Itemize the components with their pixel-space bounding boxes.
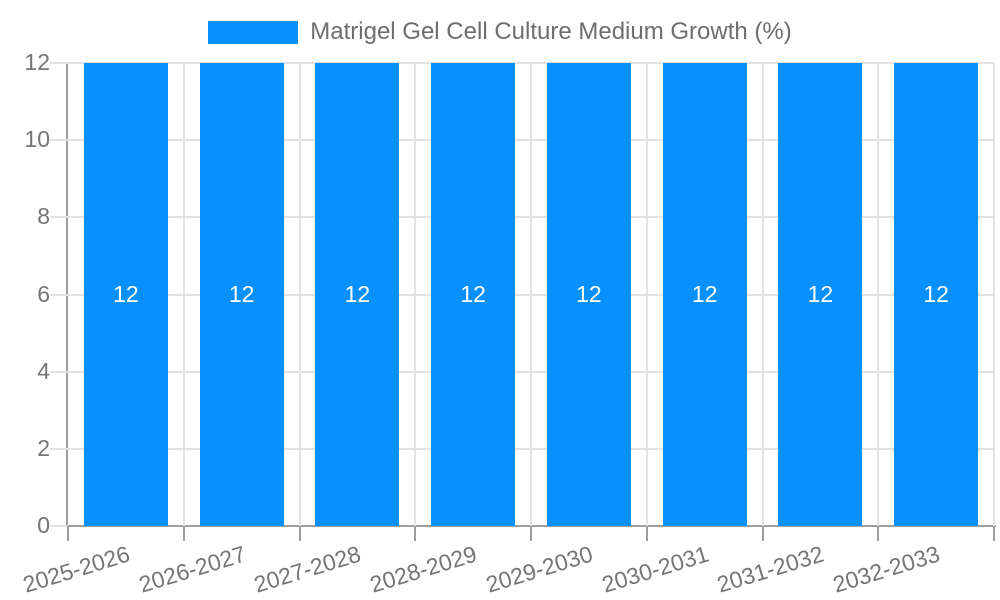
bar-value-label: 12 [460,280,486,307]
y-axis-tick [50,216,68,219]
bar-value-label: 12 [807,280,834,307]
x-gridline [761,63,764,526]
x-gridline [645,63,648,526]
x-gridline [298,63,301,526]
bar[interactable]: 12 [662,63,747,526]
x-gridline [182,63,185,526]
bar-value-label: 12 [576,280,602,307]
y-axis-tick-label: 8 [37,203,50,230]
y-axis-tick [50,139,68,142]
x-axis-tick-label: 2031-2032 [714,540,828,598]
bar[interactable]: 12 [315,63,400,526]
x-axis-tick [645,526,648,541]
bar-value-label: 12 [923,280,949,307]
x-gridline [877,63,880,526]
bar[interactable]: 12 [546,63,631,526]
x-axis-tick [67,526,69,541]
x-gridline [414,63,417,526]
y-axis-tick-label: 10 [24,126,50,153]
bar-value-label: 12 [113,280,139,307]
plot-area: 12 12 12 12 12 12 12 12 [68,62,995,526]
x-axis-tick-label: 2025-2026 [19,540,133,598]
bar[interactable]: 12 [431,63,516,526]
y-axis-tick [50,525,68,527]
x-gridline [993,63,995,526]
legend-label: Matrigel Gel Cell Culture Medium Growth … [310,18,792,45]
legend: Matrigel Gel Cell Culture Medium Growth … [0,18,1000,46]
x-axis-tick [182,526,185,541]
legend-swatch-icon [208,20,299,44]
bar[interactable]: 12 [199,63,284,526]
x-axis-tick [993,526,995,541]
y-axis-tick-label: 4 [37,357,50,384]
y-axis-tick-label: 0 [37,512,50,538]
bar[interactable]: 12 [778,63,863,526]
legend-item[interactable]: Matrigel Gel Cell Culture Medium Growth … [208,18,792,46]
x-axis-tick [298,526,301,541]
x-axis-tick-label: 2027-2028 [251,540,365,598]
x-axis-tick [877,526,880,541]
y-axis-tick-label: 12 [24,49,50,75]
bar[interactable]: 12 [83,63,168,526]
x-axis-tick-label: 2029-2030 [482,540,596,598]
y-axis-tick-label: 2 [37,434,50,461]
bar-value-label: 12 [228,280,255,307]
x-axis-tick [414,526,417,541]
x-axis-tick [530,526,532,541]
x-axis-tick [761,526,764,541]
x-axis-tick-label: 2028-2029 [366,540,480,598]
y-axis-tick [50,293,68,296]
x-gridline [530,63,532,526]
y-axis-tick [50,447,68,450]
y-axis-tick [50,62,68,64]
y-axis-tick-label: 6 [37,280,50,307]
bar-value-label: 12 [344,280,371,307]
x-axis-tick-label: 2030-2031 [598,540,712,598]
y-axis-tick [50,370,68,373]
x-axis-tick-label: 2026-2027 [135,540,249,598]
bar[interactable]: 12 [894,63,979,526]
x-axis-tick-label: 2032-2033 [829,540,943,598]
bar-value-label: 12 [691,280,718,307]
